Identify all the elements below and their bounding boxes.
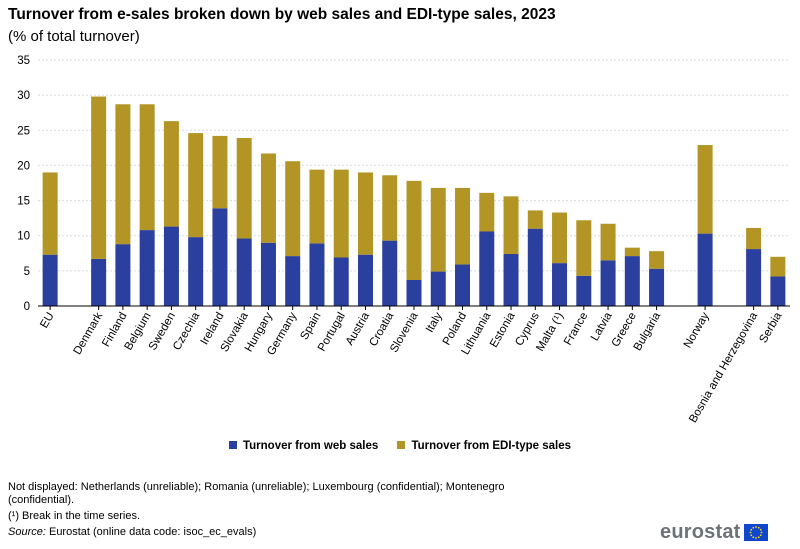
bar-web-sales[interactable] [624, 256, 640, 306]
bar-edi-sales[interactable] [430, 187, 446, 272]
bar-web-sales[interactable] [163, 226, 179, 306]
legend-item-web[interactable]: Turnover from web sales [228, 440, 379, 452]
bar-web-sales[interactable] [139, 230, 155, 306]
bar-edi-sales[interactable] [479, 192, 495, 232]
y-tick-label: 35 [17, 55, 30, 67]
bar-edi-sales[interactable] [139, 104, 155, 231]
bar-web-sales[interactable] [212, 208, 228, 306]
bar-web-sales[interactable] [552, 263, 568, 306]
bar-web-sales[interactable] [188, 237, 204, 306]
bar-edi-sales[interactable] [309, 169, 325, 244]
x-tick-label: Spain [298, 311, 323, 342]
bar-web-sales[interactable] [236, 238, 252, 306]
bar-edi-sales[interactable] [163, 121, 179, 227]
source-label: Source: [8, 526, 46, 538]
bar-web-sales[interactable] [649, 268, 665, 306]
break-note: (¹) Break in the time series. [8, 510, 141, 522]
bar-edi-sales[interactable] [357, 172, 373, 255]
bar-web-sales[interactable] [382, 240, 398, 306]
legend-item-edi[interactable]: Turnover from EDI-type sales [397, 440, 571, 452]
chart-title: Turnover from e-sales broken down by web… [8, 6, 556, 23]
source-text: Eurostat (online data code: isoc_ec_eval… [45, 526, 257, 538]
bar-edi-sales[interactable] [455, 187, 471, 265]
bar-edi-sales[interactable] [236, 138, 252, 239]
x-tick-label: France [562, 311, 590, 348]
bar-edi-sales[interactable] [91, 96, 107, 259]
x-tick-label: Norway [682, 310, 712, 350]
bar-edi-sales[interactable] [527, 210, 543, 229]
bar-edi-sales[interactable] [576, 220, 592, 276]
bar-web-sales[interactable] [333, 257, 349, 306]
bar-edi-sales[interactable] [42, 172, 58, 255]
bar-edi-sales[interactable] [333, 169, 349, 258]
bar-edi-sales[interactable] [285, 161, 301, 257]
legend-label-web: Turnover from web sales [242, 440, 379, 452]
legend: Turnover from web sales Turnover from ED… [0, 440, 800, 452]
bar-edi-sales[interactable] [770, 256, 786, 277]
y-tick-label: 0 [24, 301, 30, 313]
bar-edi-sales[interactable] [746, 227, 762, 250]
bar-edi-sales[interactable] [115, 104, 131, 245]
chart-subtitle: (% of total turnover) [8, 28, 140, 45]
bar-web-sales[interactable] [527, 228, 543, 306]
bar-web-sales[interactable] [600, 260, 616, 306]
logo-text: eurostat [660, 521, 741, 543]
bar-edi-sales[interactable] [552, 212, 568, 264]
footnotes: Not displayed: Netherlands (unreliable);… [8, 481, 568, 542]
y-tick-label: 15 [17, 196, 30, 208]
y-tick-label: 30 [17, 90, 30, 102]
eu-flag-icon [743, 524, 768, 541]
bar-web-sales[interactable] [697, 233, 713, 306]
y-tick-label: 5 [24, 266, 30, 278]
bar-edi-sales[interactable] [697, 145, 713, 234]
bar-web-sales[interactable] [455, 264, 471, 306]
bar-web-sales[interactable] [503, 253, 519, 306]
bar-edi-sales[interactable] [212, 135, 228, 209]
x-tick-label: Estonia [488, 310, 518, 350]
bar-edi-sales[interactable] [503, 196, 519, 254]
bar-web-sales[interactable] [42, 254, 58, 306]
bar-web-sales[interactable] [576, 275, 592, 306]
x-tick-label: Denmark [72, 310, 106, 357]
x-tick-label: Serbia [757, 310, 784, 345]
bar-web-sales[interactable] [406, 279, 422, 306]
x-tick-label: Italy [424, 310, 445, 334]
bar-web-sales[interactable] [357, 254, 373, 306]
bar-web-sales[interactable] [479, 231, 495, 306]
bar-web-sales[interactable] [309, 243, 325, 306]
y-tick-label: 10 [17, 231, 30, 243]
bar-web-sales[interactable] [115, 244, 131, 306]
bar-edi-sales[interactable] [406, 180, 422, 280]
bar-edi-sales[interactable] [649, 251, 665, 269]
y-tick-label: 25 [17, 125, 30, 137]
bar-web-sales[interactable] [430, 271, 446, 306]
bar-edi-sales[interactable] [188, 133, 204, 238]
eurostat-logo: eurostat [660, 521, 768, 544]
source-note: Source: Eurostat (online data code: isoc… [8, 526, 568, 539]
y-tick-label: 20 [17, 160, 30, 172]
x-tick-label: Latvia [589, 310, 615, 343]
bar-edi-sales[interactable] [600, 223, 616, 261]
bar-web-sales[interactable] [285, 256, 301, 306]
bar-edi-sales[interactable] [260, 153, 276, 243]
bar-web-sales[interactable] [91, 258, 107, 306]
legend-swatch-web [228, 441, 237, 449]
bar-web-sales[interactable] [746, 249, 762, 306]
legend-swatch-edi [397, 441, 406, 449]
x-tick-label: EU [38, 311, 56, 331]
not-displayed-note: Not displayed: Netherlands (unreliable);… [8, 481, 505, 506]
legend-label-edi: Turnover from EDI-type sales [411, 440, 572, 452]
bar-edi-sales[interactable] [624, 247, 640, 257]
bar-edi-sales[interactable] [382, 175, 398, 241]
bar-web-sales[interactable] [260, 242, 276, 306]
bar-web-sales[interactable] [770, 276, 786, 306]
